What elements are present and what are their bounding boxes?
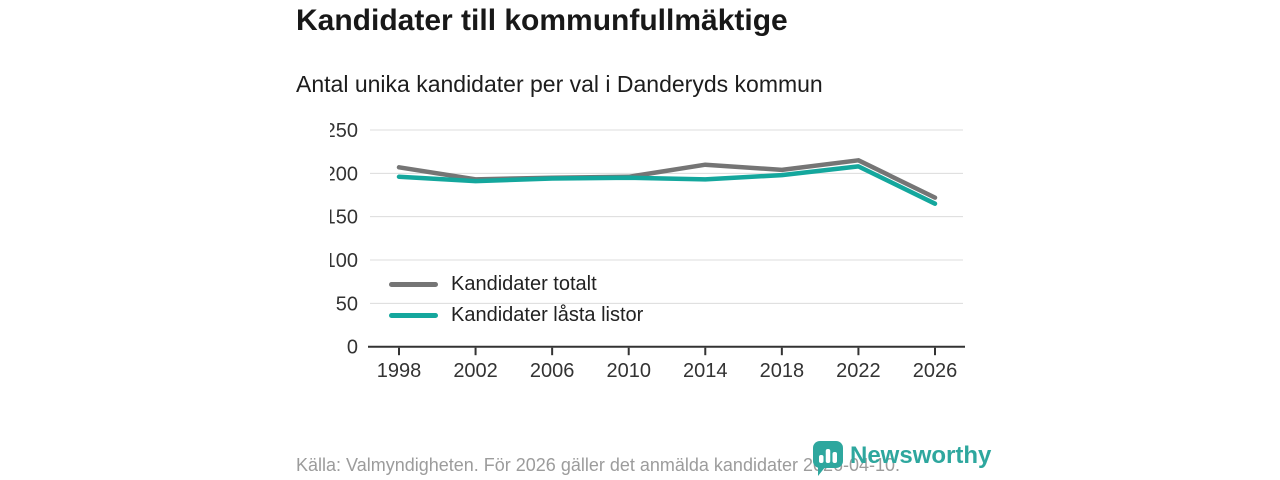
chart-legend: Kandidater totalt Kandidater låsta listo… — [389, 269, 643, 331]
legend-item-locked-lists: Kandidater låsta listor — [389, 300, 643, 331]
newsworthy-logo: Newsworthy — [812, 440, 991, 476]
newsworthy-wordmark: Newsworthy — [850, 442, 992, 469]
bar-chart-speech-bubble-icon — [813, 441, 843, 476]
legend-label-total: Kandidater totalt — [451, 273, 597, 295]
y-tick-label-0: 0 — [347, 337, 358, 359]
line-chart: 0 50 100 150 200 250 1998 2002 2006 2010 2014 2018 2… — [330, 120, 965, 382]
x-tick-label-1998: 1998 — [377, 360, 422, 382]
legend-swatch-locked-lists — [389, 313, 438, 318]
source-note: Källa: Valmyndigheten. För 2026 gäller d… — [296, 455, 901, 475]
x-tick-label-2010: 2010 — [606, 360, 651, 382]
page-title: Kandidater till kommunfullmäktige — [296, 4, 788, 37]
x-tick-label-2022: 2022 — [836, 360, 881, 382]
legend-swatch-total — [389, 282, 438, 287]
chart-subtitle: Antal unika kandidater per val i Dandery… — [296, 71, 823, 97]
x-tick-label-2018: 2018 — [760, 360, 805, 382]
y-tick-label-200: 200 — [330, 163, 358, 185]
x-tick-label-2006: 2006 — [530, 360, 575, 382]
legend-item-total: Kandidater totalt — [389, 269, 643, 300]
y-tick-label-50: 50 — [336, 293, 358, 315]
legend-label-locked-lists: Kandidater låsta listor — [451, 304, 644, 326]
x-tick-label-2026: 2026 — [913, 360, 958, 382]
x-tick-label-2014: 2014 — [683, 360, 728, 382]
y-tick-label-150: 150 — [330, 207, 358, 229]
series-line-1 — [396, 164, 938, 206]
y-tick-label-250: 250 — [330, 120, 358, 142]
x-tick-label-2002: 2002 — [453, 360, 498, 382]
y-tick-label-100: 100 — [330, 250, 358, 272]
